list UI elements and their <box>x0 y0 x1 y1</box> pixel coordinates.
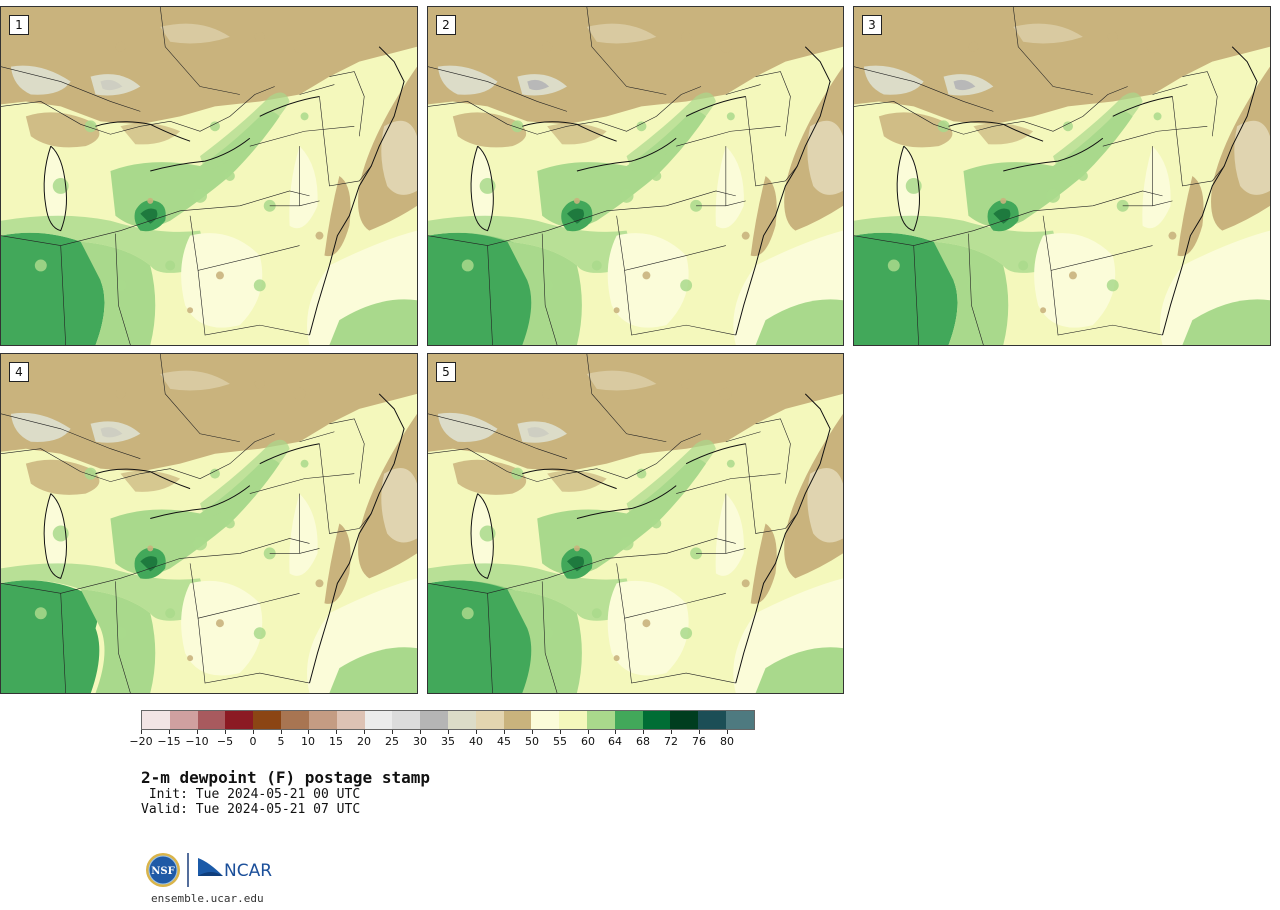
dewpoint-map <box>428 7 843 345</box>
colorbar-tick <box>671 730 672 734</box>
colorbar-swatch <box>670 711 699 729</box>
colorbar-swatch <box>281 711 309 729</box>
colorbar-swatch <box>169 711 198 729</box>
init-time: Init: Tue 2024-05-21 00 UTC <box>141 787 361 802</box>
colorbar-swatch <box>392 711 421 729</box>
colorbar-ticks: −20 −15 −10 −5 0 5 10 15 20 25 30 35 40 45 50 55 60 64 68 7… <box>129 730 755 750</box>
colorbar-tick <box>308 730 309 734</box>
colorbar <box>141 710 755 730</box>
colorbar-tick-label: 64 <box>608 735 622 748</box>
colorbar-tick <box>364 730 365 734</box>
colorbar-swatch <box>587 711 615 729</box>
colorbar-tick <box>560 730 561 734</box>
dewpoint-map <box>1 7 417 345</box>
colorbar-swatch <box>447 711 476 729</box>
colorbar-tick <box>253 730 254 734</box>
colorbar-tick-label: 15 <box>329 735 343 748</box>
colorbar-swatch <box>614 711 643 729</box>
colorbar-swatch <box>726 711 754 729</box>
colorbar-tick <box>169 730 170 734</box>
plot-title: 2-m dewpoint (F) postage stamp <box>141 768 430 787</box>
colorbar-tick <box>392 730 393 734</box>
colorbar-swatch <box>420 711 448 729</box>
colorbar-tick-label: −10 <box>185 735 209 748</box>
colorbar-tick <box>699 730 700 734</box>
colorbar-tick-label: 55 <box>553 735 567 748</box>
colorbar-tick <box>532 730 533 734</box>
panel-number-label: 3 <box>862 15 882 35</box>
dewpoint-map <box>428 354 843 693</box>
map-panel-1: 1 <box>0 6 418 346</box>
svg-text:NCAR: NCAR <box>224 861 272 881</box>
colorbar-tick <box>504 730 505 734</box>
colorbar-tick-label: 40 <box>469 735 483 748</box>
logos: NSF NCAR <box>143 850 283 890</box>
colorbar-swatch <box>197 711 226 729</box>
colorbar-tick <box>281 730 282 734</box>
colorbar-tick <box>420 730 421 734</box>
panel-number-label: 5 <box>436 362 456 382</box>
colorbar-swatch <box>698 711 727 729</box>
colorbar-tick <box>336 730 337 734</box>
colorbar-tick-label: −5 <box>216 735 234 748</box>
colorbar-tick <box>141 730 142 734</box>
svg-text:NSF: NSF <box>151 866 174 877</box>
colorbar-swatch <box>364 711 393 729</box>
colorbar-tick-label: −15 <box>157 735 181 748</box>
colorbar-swatch <box>531 711 560 729</box>
colorbar-tick-label: 80 <box>720 735 734 748</box>
colorbar-tick <box>643 730 644 734</box>
colorbar-tick-label: −20 <box>129 735 153 748</box>
nsf-logo: NSF <box>146 853 180 887</box>
colorbar-tick-label: 5 <box>277 735 285 748</box>
valid-time: Valid: Tue 2024-05-21 07 UTC <box>141 802 361 817</box>
colorbar-tick-label: 10 <box>301 735 315 748</box>
colorbar-swatch <box>308 711 337 729</box>
dewpoint-map <box>854 7 1270 345</box>
colorbar-swatch <box>475 711 504 729</box>
panel-number-label: 4 <box>9 362 29 382</box>
site-url: ensemble.ucar.edu <box>151 892 264 905</box>
map-panel-2: 2 <box>427 6 844 346</box>
ncar-logo: NCAR <box>198 858 272 881</box>
colorbar-tick-label: 30 <box>413 735 427 748</box>
colorbar-tick-label: 76 <box>692 735 706 748</box>
colorbar-tick-label: 68 <box>636 735 650 748</box>
colorbar-swatch <box>642 711 671 729</box>
colorbar-tick <box>615 730 616 734</box>
dewpoint-map <box>1 354 417 693</box>
colorbar-tick <box>476 730 477 734</box>
colorbar-tick-label: 50 <box>525 735 539 748</box>
colorbar-swatch <box>503 711 532 729</box>
colorbar-tick-label: 72 <box>664 735 678 748</box>
panel-number-label: 1 <box>9 15 29 35</box>
panel-number-label: 2 <box>436 15 456 35</box>
colorbar-tick <box>448 730 449 734</box>
colorbar-tick-label: 0 <box>249 735 257 748</box>
map-panel-5: 5 <box>427 353 844 694</box>
map-panel-4: 4 <box>0 353 418 694</box>
colorbar-tick-label: 35 <box>441 735 455 748</box>
colorbar-swatch <box>142 711 170 729</box>
colorbar-tick <box>225 730 226 734</box>
colorbar-tick-label: 20 <box>357 735 371 748</box>
colorbar-swatch <box>336 711 365 729</box>
colorbar-tick <box>588 730 589 734</box>
colorbar-tick <box>727 730 728 734</box>
colorbar-tick-label: 45 <box>497 735 511 748</box>
colorbar-swatch <box>253 711 282 729</box>
colorbar-tick-label: 25 <box>385 735 399 748</box>
colorbar-tick <box>197 730 198 734</box>
colorbar-swatch <box>225 711 254 729</box>
map-panel-3: 3 <box>853 6 1271 346</box>
colorbar-swatch <box>559 711 587 729</box>
colorbar-tick-label: 60 <box>581 735 595 748</box>
